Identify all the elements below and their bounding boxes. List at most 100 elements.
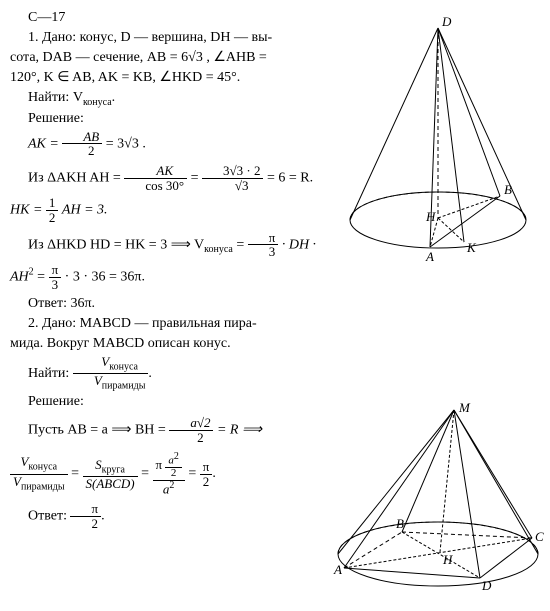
find-label: Найти: V — [28, 90, 83, 105]
fraction: π2 — [200, 460, 213, 488]
num: π a22 — [153, 452, 185, 481]
pi: π — [156, 457, 163, 472]
num: Sкруга — [83, 458, 138, 477]
den: cos 30° — [124, 179, 187, 193]
num: Vконуса — [73, 355, 149, 374]
eq-text: = 6 = R. — [267, 170, 313, 185]
v: V — [94, 373, 102, 388]
sub: конуса — [109, 361, 138, 372]
num: a2 — [165, 452, 182, 468]
num: π — [248, 231, 279, 246]
inner-frac: a22 — [165, 452, 182, 480]
num: π — [49, 263, 62, 278]
den: 3 — [248, 245, 279, 259]
sup: 2 — [169, 480, 174, 491]
eq-text: Пусть AB = a ⟹ BH = — [28, 422, 166, 437]
p1-given-3: 120°, K ∈ AB, AK = KB, ∠HKD = 45°. — [10, 69, 330, 88]
fraction: a√22 — [169, 416, 213, 444]
p2-eq1: Пусть AB = a ⟹ BH = a√22 = R ⟹ — [10, 416, 330, 444]
fraction: AB2 — [62, 130, 102, 158]
fraction: π3 — [248, 231, 279, 259]
den: Vпирамиды — [73, 374, 149, 392]
fraction: Sкруга S(ABCD) — [83, 458, 138, 491]
eq-text: = — [191, 170, 199, 185]
num: a√2 — [169, 416, 213, 431]
den: 2 — [70, 517, 101, 531]
fraction: π3 — [49, 263, 62, 291]
p1-eq1: AK = AB2 = 3√3 . — [10, 130, 330, 158]
p1-eq5: AH2 = π3 · 3 · 36 = 36π. — [10, 263, 330, 291]
ans-label: Ответ: — [28, 508, 70, 523]
p2-find: Найти: Vконуса Vпирамиды . — [10, 355, 330, 392]
eq-text: = — [233, 237, 248, 252]
p1-answer: Ответ: 36π. — [10, 295, 330, 314]
svg-text:K: K — [466, 240, 477, 255]
header: С—17 — [10, 9, 330, 28]
num: AK — [124, 164, 187, 179]
eq-text: = — [188, 466, 199, 481]
eq-text: · 3 · 36 = 36π. — [65, 269, 145, 284]
den: S(ABCD) — [83, 477, 138, 491]
p2-given-2: мида. Вокруг MABCD описан конус. — [10, 335, 330, 354]
p1-eq4: Из ΔHKD HD = HK = 3 ⟹ Vконуса = π3 · DH … — [10, 231, 330, 259]
den: √3 — [202, 179, 263, 193]
eq-text: = — [141, 466, 152, 481]
svg-text:A: A — [425, 249, 434, 264]
p1-eq2: Из ΔAKH AH = AKcos 30° = 3√3 · 2√3 = 6 =… — [10, 164, 330, 192]
sub: пирамиды — [21, 481, 65, 492]
den: a2 — [153, 481, 185, 496]
svg-text:H: H — [442, 552, 453, 567]
sub: пирамиды — [102, 381, 146, 392]
eq-text: HK = — [10, 203, 42, 218]
figure-cone: DHKAB — [338, 20, 538, 282]
svg-text:A: A — [333, 562, 342, 577]
fraction: π2 — [70, 502, 101, 530]
svg-text:M: M — [458, 400, 471, 415]
sub: круга — [102, 464, 125, 475]
v: V — [13, 474, 21, 489]
svg-text:H: H — [425, 209, 436, 224]
eq-dot: . — [212, 466, 216, 481]
fraction: AKcos 30° — [124, 164, 187, 192]
eq-text: = R ⟹ — [217, 422, 262, 437]
eq-text: AK = — [28, 136, 59, 151]
p2-solution-label: Решение: — [10, 393, 330, 412]
eq-text: = 3√3 . — [106, 136, 146, 151]
p1-given-1: 1. Дано: конус, D — вершина, DH — вы- — [10, 29, 330, 48]
svg-text:D: D — [481, 578, 492, 593]
p1-eq3: HK = 12 AH = 3. — [10, 196, 330, 224]
p2-eq2: Vконуса Vпирамиды = Sкруга S(ABCD) = π a… — [10, 452, 330, 496]
num: Vконуса — [10, 455, 68, 474]
eq-text: · DH · — [282, 237, 316, 252]
svg-text:D: D — [441, 14, 452, 29]
fraction: Vконуса Vпирамиды — [73, 355, 149, 392]
den: 2 — [62, 144, 102, 158]
sup: 2 — [174, 451, 179, 462]
eq-text: AH — [10, 269, 29, 284]
den: 2 — [46, 211, 59, 225]
find-dot: . — [148, 366, 152, 381]
figure-pyramid: MABCDH — [330, 402, 540, 609]
den: 2 — [169, 431, 213, 445]
eq-sub: конуса — [204, 244, 233, 255]
den: 2 — [200, 475, 213, 489]
num: π — [200, 460, 213, 475]
den: 3 — [49, 278, 62, 292]
p2-given-1: 2. Дано: MABCD — правильная пира- — [10, 315, 330, 334]
find-sub: конуса — [83, 96, 112, 107]
num: π — [70, 502, 101, 517]
svg-text:C: C — [535, 529, 544, 544]
ans-dot: . — [101, 508, 105, 523]
den: 2 — [165, 468, 182, 480]
fraction: 12 — [46, 196, 59, 224]
fraction: Vконуса Vпирамиды — [10, 455, 68, 492]
fraction: π a22 a2 — [153, 452, 185, 496]
svg-text:B: B — [396, 516, 404, 531]
find-dot: . — [112, 90, 116, 105]
p1-find: Найти: Vконуса. — [10, 89, 330, 109]
num: 3√3 · 2 — [202, 164, 263, 179]
find-label: Найти: — [28, 366, 73, 381]
eq-text: Из ΔHKD HD = HK = 3 ⟹ V — [28, 237, 204, 252]
p1-solution-label: Решение: — [10, 110, 330, 129]
svg-text:B: B — [504, 182, 512, 197]
